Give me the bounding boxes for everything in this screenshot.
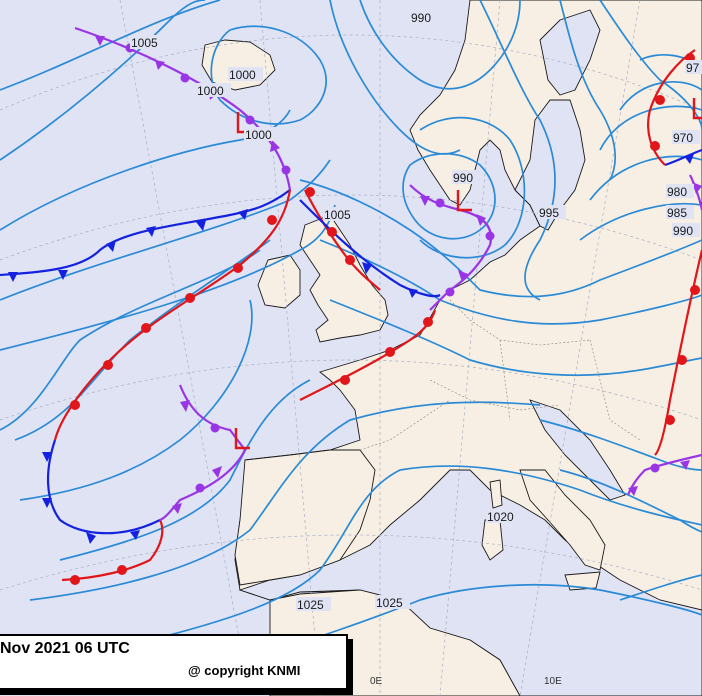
map-caption-box: Nov 2021 06 UTC @ copyright KNMI xyxy=(0,634,348,690)
isobar-label: 990 xyxy=(673,224,693,238)
isobar-label: 985 xyxy=(667,206,687,220)
cold-front-atlantic xyxy=(0,189,291,277)
low-center-norway xyxy=(456,190,472,212)
cold-front-north-sea xyxy=(299,199,441,298)
isobar-label: 970 xyxy=(673,131,693,145)
longitude-label-10e: 10E xyxy=(544,676,562,687)
isobar-label: 97 xyxy=(686,61,700,75)
isobar-label: 1020 xyxy=(487,510,514,524)
isobar-label: 980 xyxy=(667,185,687,199)
low-center-biscay xyxy=(234,428,250,450)
warm-front-scotland xyxy=(304,189,381,291)
longitude-label-0e: 0E xyxy=(370,676,383,687)
low-center-east xyxy=(692,98,702,120)
sea-baltic xyxy=(514,99,586,231)
isobar-label: 1005 xyxy=(324,208,351,222)
isobar-label: 1000 xyxy=(197,84,224,98)
land-corsica xyxy=(489,479,503,509)
copyright-label: @ copyright KNMI xyxy=(188,663,301,678)
land-iberia xyxy=(234,449,376,586)
isobar-label: 990 xyxy=(411,11,431,25)
isobar-label: 1000 xyxy=(229,68,256,82)
sea-adriatic xyxy=(529,399,626,501)
isobar-label: 1025 xyxy=(376,596,403,610)
warm-front-south xyxy=(61,519,164,582)
land-masses xyxy=(201,0,702,696)
isobars xyxy=(0,0,702,661)
land-sicily xyxy=(564,571,601,591)
land-ireland xyxy=(257,254,301,309)
isobar-label: 995 xyxy=(539,206,559,220)
isobar-label: 1005 xyxy=(131,36,158,50)
isobar-label: 990 xyxy=(453,171,473,185)
cold-front-loop xyxy=(47,439,161,535)
warm-front-atlantic xyxy=(53,189,292,441)
sea-bothnia xyxy=(539,9,601,96)
borders xyxy=(359,299,641,451)
front-symbols xyxy=(8,36,702,585)
isobar-labels: 990 1005 1000 1000 1000 1005 990 995 970… xyxy=(130,10,702,612)
isobar-label: 1000 xyxy=(245,128,272,142)
map-date-label: Nov 2021 06 UTC xyxy=(0,640,130,657)
occluded-front-nw xyxy=(74,26,292,191)
isobar-label: 1025 xyxy=(297,598,324,612)
land-italy xyxy=(519,469,606,571)
occluded-front-biscay xyxy=(159,384,247,522)
